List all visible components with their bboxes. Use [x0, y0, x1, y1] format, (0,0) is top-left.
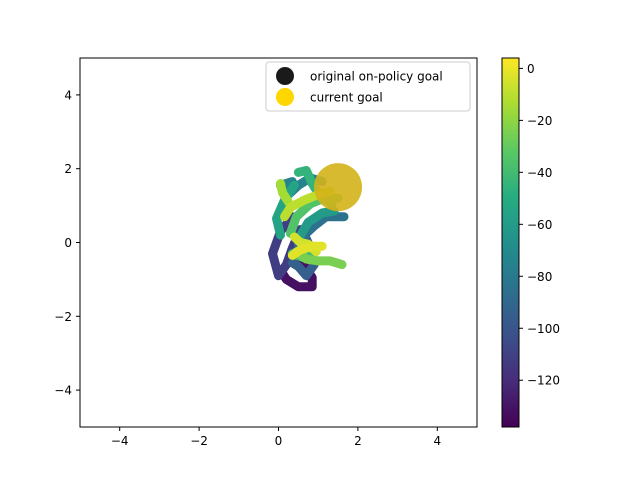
y-tick-label: 2: [64, 162, 72, 176]
trajectory-11: [276, 179, 293, 207]
plot-area: [79, 57, 478, 428]
x-tick-label: 4: [433, 434, 441, 448]
legend-frame: [265, 61, 471, 112]
y-tick-label: 4: [64, 88, 72, 102]
x-axis-ticks: −4 −2 0 2 4: [111, 427, 441, 448]
colorbar-tick-label: −20: [527, 114, 552, 128]
colorbar-tick-label: −40: [527, 166, 552, 180]
y-tick-label: 0: [64, 236, 72, 250]
y-axis-ticks: −4 −2 0 2 4: [54, 88, 80, 398]
legend-label-original-goal: original on-policy goal: [310, 70, 443, 84]
trajectory-5: [293, 206, 339, 244]
x-tick-label: 2: [354, 434, 362, 448]
y-tick-label: −2: [54, 310, 72, 324]
trajectory-10: [291, 247, 347, 270]
colorbar: 0 −20 −40 −60 −80 −100 −120: [501, 57, 560, 428]
legend-marker-current-goal: [276, 88, 294, 106]
x-tick-label: −2: [190, 434, 208, 448]
colorbar-tick-label: −80: [527, 270, 552, 284]
trajectory-14: [287, 241, 327, 260]
trajectory-6: [272, 180, 299, 240]
trajectory-0: [276, 241, 317, 292]
legend: original on-policy goal current goal: [265, 61, 471, 112]
colorbar-tick-label: 0: [527, 62, 535, 76]
colorbar-tick-label: −100: [527, 322, 560, 336]
goal-marker: [314, 163, 363, 212]
colorbar-ticks: 0 −20 −40 −60 −80 −100 −120: [519, 62, 560, 388]
y-tick-label: −4: [54, 384, 72, 398]
legend-marker-original-goal: [276, 67, 294, 85]
x-tick-label: 0: [275, 434, 283, 448]
colorbar-tick-label: −120: [527, 374, 560, 388]
legend-label-current-goal: current goal: [310, 91, 383, 105]
colorbar-gradient: [501, 57, 520, 428]
colorbar-tick-label: −60: [527, 218, 552, 232]
x-tick-label: −4: [111, 434, 129, 448]
